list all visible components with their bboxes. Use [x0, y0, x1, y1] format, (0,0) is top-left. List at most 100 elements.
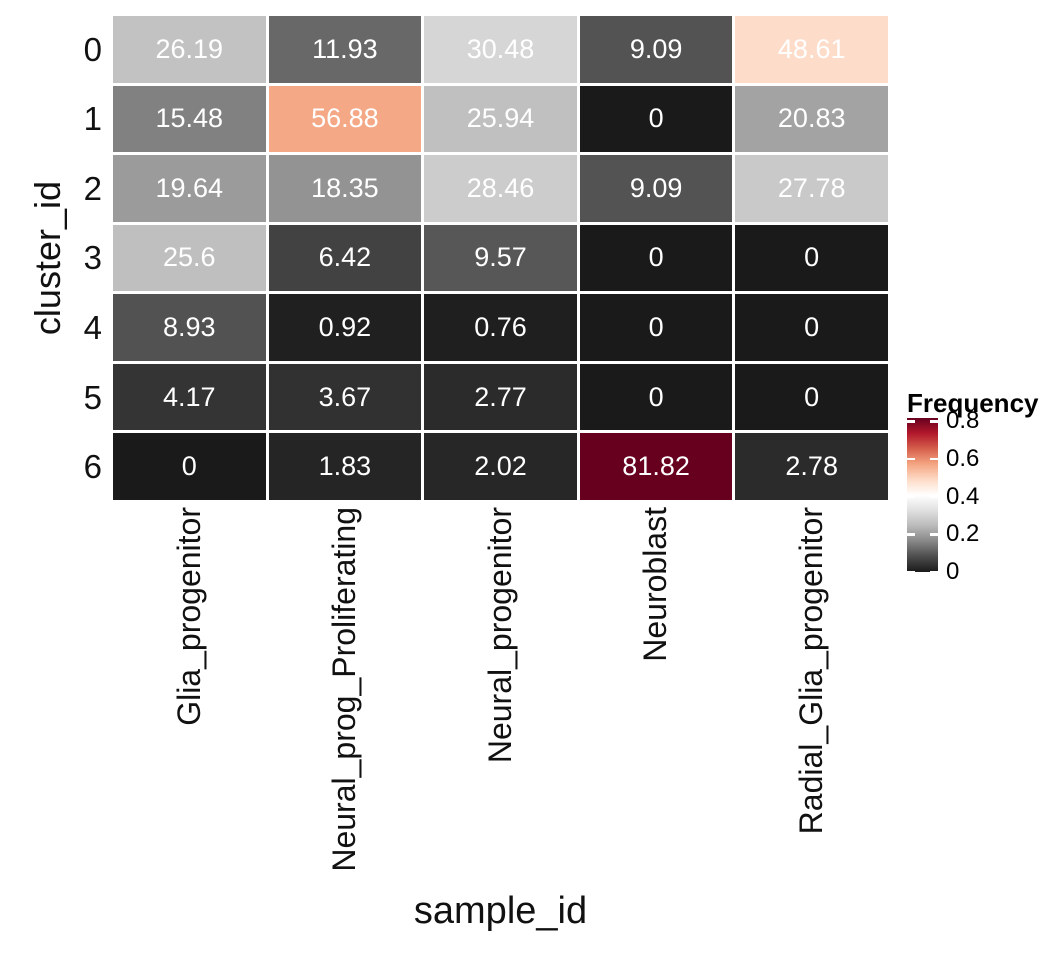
- y-tick-label: 4: [83, 309, 102, 347]
- heatmap-cell: 0.92: [268, 294, 422, 361]
- heatmap-cell-value: 0: [804, 242, 820, 273]
- y-tick-label: 3: [83, 239, 102, 277]
- heatmap-cell: 81.82: [579, 433, 733, 500]
- legend-tick-mark: [930, 495, 938, 498]
- heatmap-cell: 18.35: [268, 155, 422, 222]
- y-tick-label: 2: [83, 169, 102, 207]
- heatmap-cell-value: 0: [804, 381, 820, 412]
- heatmap-cell-value: 0.92: [318, 312, 372, 343]
- heatmap-cell-value: 25.94: [466, 103, 535, 134]
- legend-tick-mark: [930, 570, 938, 574]
- x-tick-label-text: Glia_progenitor: [170, 507, 207, 726]
- legend-tick-mark: [907, 420, 915, 423]
- heatmap-cell: 25.94: [424, 85, 577, 153]
- heatmap-cell-value: 0: [181, 451, 197, 482]
- legend-tick-mark: [930, 533, 938, 536]
- legend-colorbar: [907, 418, 938, 572]
- heatmap-cell-value: 4.17: [163, 381, 216, 412]
- heatmap-cell: 0: [735, 224, 888, 292]
- heatmap-cell-value: 0: [648, 312, 664, 343]
- heatmap-cell-value: 18.35: [311, 172, 379, 203]
- heatmap-cell: 9.09: [579, 155, 733, 222]
- x-tick-label: Neural_prog_Proliferating: [269, 507, 422, 902]
- x-tick-label-text: Neuroblast: [637, 507, 674, 662]
- heatmap-cell: 0: [735, 363, 888, 431]
- heatmap-cell: 25.6: [113, 224, 266, 292]
- heatmap-cell-value: 15.48: [155, 103, 224, 134]
- heatmap-cell: 2.77: [424, 363, 577, 431]
- heatmap-cell: 26.19: [113, 16, 266, 83]
- heatmap-cell: 20.83: [735, 85, 888, 153]
- heatmap-cell: 2.02: [424, 433, 577, 500]
- heatmap-cell-value: 9.09: [629, 33, 683, 64]
- heatmap-cell-value: 0.76: [474, 312, 527, 343]
- heatmap-cell-value: 9.09: [629, 172, 683, 203]
- heatmap-cell-value: 9.57: [474, 242, 527, 273]
- legend-tick-mark: [907, 457, 915, 461]
- heatmap-cell: 8.93: [113, 294, 266, 361]
- x-axis-tick-labels: Glia_progenitor Neural_prog_Proliferating…: [113, 507, 888, 902]
- heatmap-cell-value: 8.93: [163, 312, 216, 343]
- heatmap-cell: 6.42: [268, 224, 422, 292]
- heatmap-cell-value: 19.64: [155, 172, 224, 203]
- heatmap-cell: 4.17: [113, 363, 266, 431]
- heatmap-cell-value: 81.82: [622, 451, 690, 482]
- heatmap-cell: 48.61: [735, 16, 888, 83]
- legend-tick-mark: [930, 420, 938, 423]
- legend-tick-mark: [930, 457, 938, 461]
- heatmap-cell: 0: [579, 294, 733, 361]
- heatmap-cell-value: 2.78: [785, 451, 838, 482]
- x-tick-label: Neural_progenitor: [424, 507, 577, 902]
- y-tick-label: 0: [83, 30, 102, 68]
- heatmap-cell-value: 0: [648, 242, 664, 273]
- x-tick-label-text: Radial_Glia_progenitor: [792, 507, 829, 835]
- legend-tick-label: 0.6: [946, 445, 980, 473]
- heatmap-cell: 2.78: [735, 433, 888, 500]
- heatmap-cell-value: 0: [804, 312, 820, 343]
- heatmap-cell: 30.48: [424, 16, 577, 83]
- legend-tick-mark: [907, 570, 915, 574]
- heatmap-cell-value: 11.93: [312, 33, 378, 64]
- heatmap-cell-value: 30.48: [466, 33, 535, 64]
- y-tick-label: 6: [83, 448, 102, 486]
- x-tick-label-text: Neural_prog_Proliferating: [326, 507, 363, 872]
- heatmap-cell-value: 28.46: [466, 172, 535, 203]
- heatmap-cell: 0.76: [424, 294, 577, 361]
- heatmap-cell: 11.93: [268, 16, 422, 83]
- heatmap-cell: 27.78: [735, 155, 888, 222]
- heatmap-cell-value: 0: [648, 103, 664, 134]
- heatmap-panel: 26.19 11.93 30.48 9.09 48.61 15.48 56.88 25.94 0…: [113, 16, 888, 500]
- heatmap-cell-value: 26.19: [155, 33, 224, 64]
- legend-tick-mark: [907, 495, 915, 498]
- heatmap-cell-value: 20.83: [777, 103, 846, 134]
- heatmap-cell-value: 25.6: [163, 242, 216, 273]
- heatmap-cell-value: 56.88: [311, 103, 379, 134]
- heatmap-cell: 9.09: [579, 16, 733, 83]
- heatmap-cell-value: 2.02: [474, 451, 527, 482]
- heatmap-cell-value: 3.67: [318, 381, 372, 412]
- heatmap-cell: 28.46: [424, 155, 577, 222]
- legend-tick-label: 0.4: [946, 482, 980, 510]
- legend-title: Frequency: [907, 388, 1039, 418]
- heatmap-cell-value: 1.83: [318, 451, 372, 482]
- x-tick-label: Neuroblast: [580, 507, 733, 902]
- x-tick-label: Glia_progenitor: [113, 507, 266, 902]
- legend-tick-label: 0: [946, 558, 960, 585]
- heatmap-cell: 1.83: [268, 433, 422, 500]
- heatmap-cell: 0: [735, 294, 888, 361]
- legend-tick-label: 0.2: [946, 520, 980, 548]
- heatmap-cell: 0: [113, 433, 266, 500]
- heatmap-cell: 15.48: [113, 85, 266, 153]
- heatmap-cell-value: 2.77: [474, 381, 527, 412]
- x-axis-title: sample_id: [413, 890, 588, 932]
- heatmap-cell-value: 48.61: [777, 33, 846, 64]
- heatmap-cell: 3.67: [268, 363, 422, 431]
- heatmap-cell: 0: [579, 224, 733, 292]
- y-tick-label: 1: [83, 100, 102, 138]
- heatmap-cell-value: 27.78: [777, 172, 846, 203]
- x-tick-label-text: Neural_progenitor: [481, 507, 518, 764]
- y-tick-label: 5: [83, 378, 102, 416]
- frequency-legend: Frequency 0.8 0.6 0.4 0.2 0: [907, 390, 1056, 595]
- heatmap-cell: 9.57: [424, 224, 577, 292]
